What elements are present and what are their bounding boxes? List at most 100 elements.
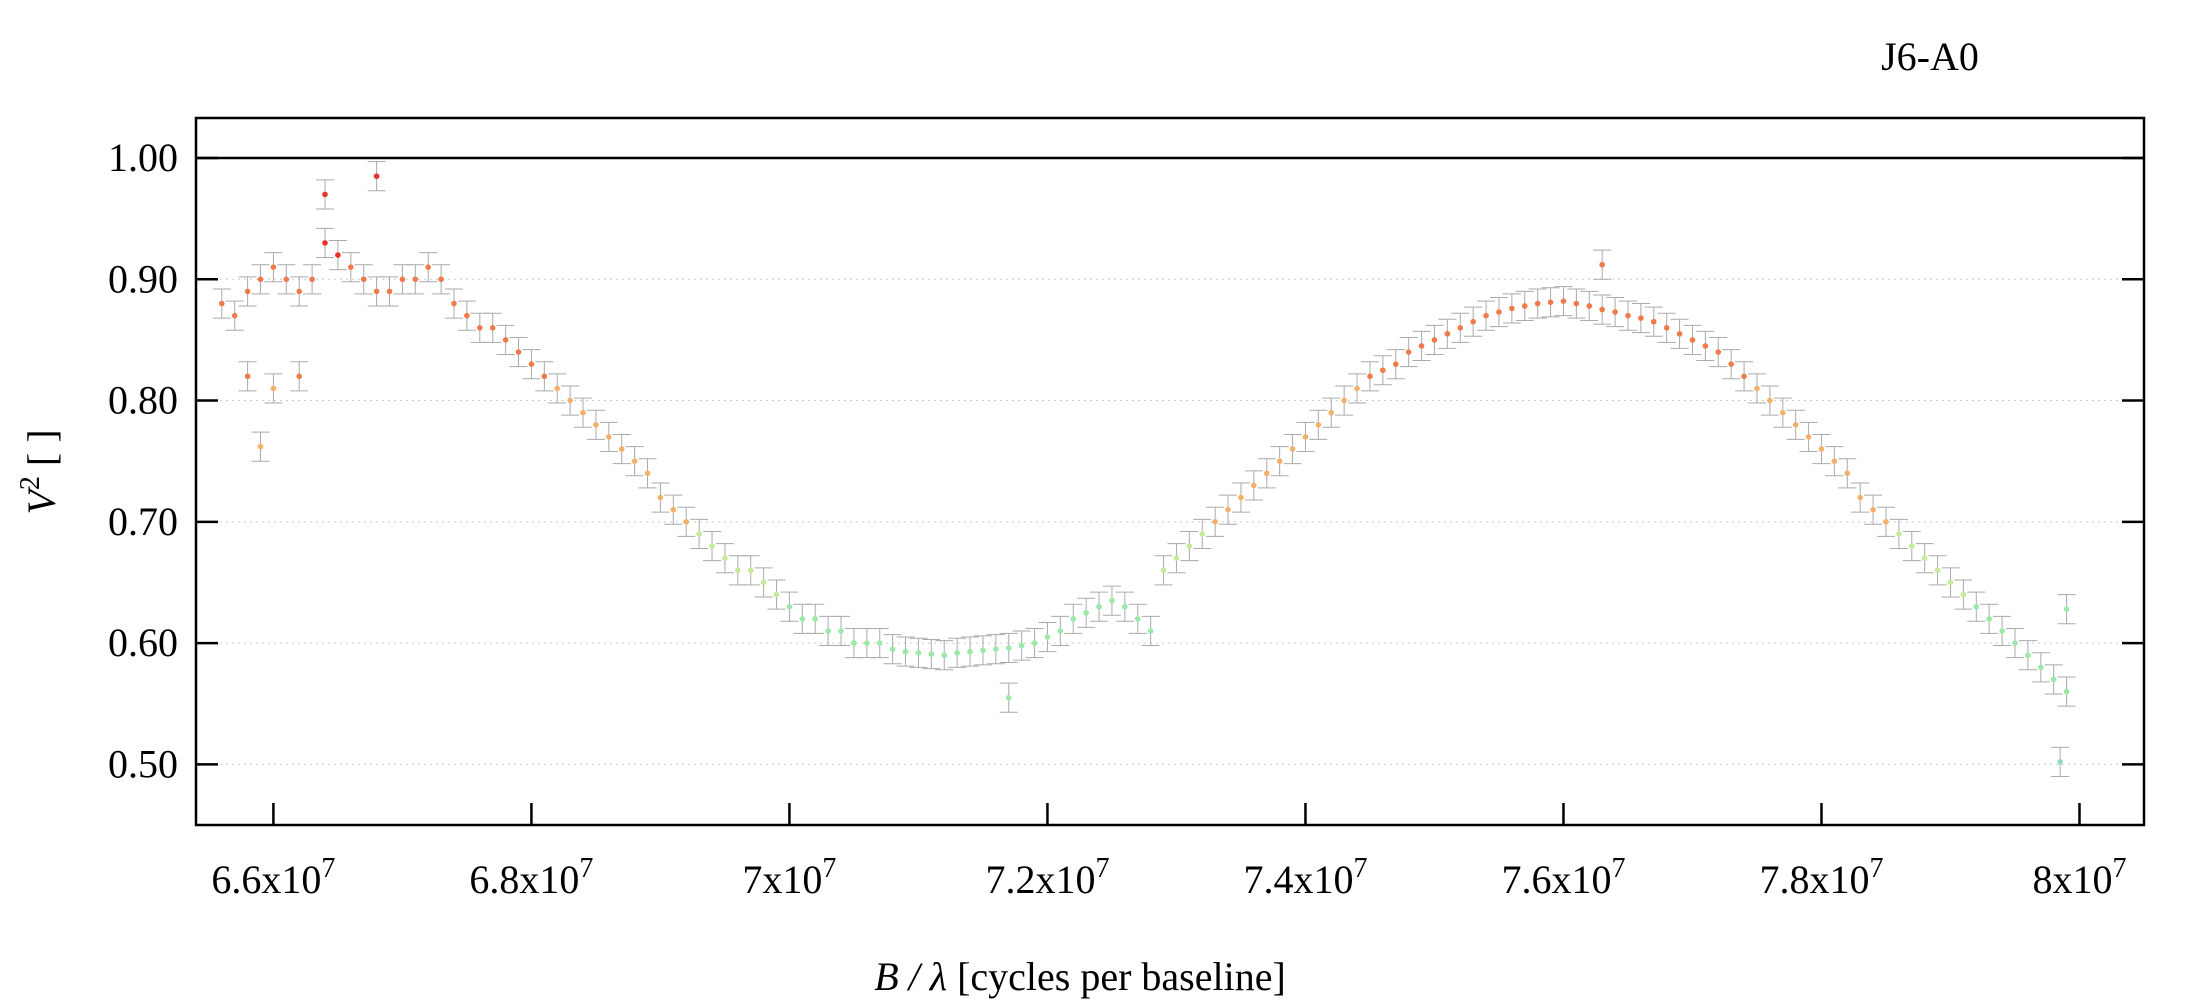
y-tick-label: 0.60 xyxy=(108,620,178,665)
data-sample xyxy=(2044,664,2063,695)
data-point xyxy=(399,276,406,283)
data-point xyxy=(851,640,857,646)
data-sample xyxy=(1915,543,1934,574)
data-sample xyxy=(1618,300,1637,331)
data-sample xyxy=(1322,397,1341,428)
data-point xyxy=(1521,303,1528,309)
data-sample xyxy=(1244,470,1263,501)
data-point xyxy=(799,616,806,622)
data-sample xyxy=(264,252,283,283)
data-point xyxy=(335,252,341,258)
data-sample xyxy=(1683,324,1702,355)
data-point xyxy=(1160,567,1167,574)
data-point xyxy=(1444,331,1451,337)
data-point xyxy=(1315,422,1322,428)
data-sample xyxy=(1954,579,1973,610)
data-point xyxy=(1534,300,1541,307)
data-point xyxy=(1380,367,1386,374)
data-point xyxy=(360,276,367,283)
data-sample xyxy=(1786,409,1805,440)
data-sample xyxy=(961,636,980,667)
data-point xyxy=(980,647,986,654)
data-sample xyxy=(303,264,322,295)
data-sample xyxy=(483,312,502,343)
data-point xyxy=(1663,324,1670,331)
data-sample xyxy=(1309,409,1328,440)
data-sample xyxy=(1851,482,1870,513)
data-point xyxy=(1947,579,1954,586)
data-outlier xyxy=(238,361,257,392)
data-sample xyxy=(2057,676,2076,707)
data-point xyxy=(1302,434,1309,440)
data-sample xyxy=(625,446,644,477)
data-point xyxy=(2012,640,2018,646)
data-outlier xyxy=(2057,594,2076,625)
data-sample xyxy=(999,632,1018,663)
x-axis-title: B / λ [cycles per baseline] xyxy=(874,954,1286,999)
data-sample xyxy=(1090,591,1109,622)
data-point xyxy=(631,458,638,464)
data-point xyxy=(1999,628,2005,634)
x-tick-label: 6.6x107 xyxy=(211,853,335,902)
data-sample xyxy=(1128,603,1147,634)
data-point xyxy=(1676,331,1683,337)
data-point xyxy=(1908,543,1915,549)
data-sample xyxy=(1038,621,1057,653)
data-point xyxy=(464,312,470,319)
x-tick-label: 8x107 xyxy=(2032,853,2126,902)
data-sample xyxy=(212,288,231,319)
data-point xyxy=(876,640,883,646)
data-sample xyxy=(857,628,876,659)
data-sample xyxy=(1193,518,1212,550)
x-tick-label: 7.4x107 xyxy=(1243,853,1367,902)
data-sample xyxy=(1141,615,1160,647)
data-point xyxy=(296,373,303,380)
data-point xyxy=(1870,506,1876,513)
data-sample xyxy=(1296,421,1315,452)
data-sample xyxy=(1902,531,1921,562)
data-sample xyxy=(341,252,360,283)
data-point xyxy=(322,191,328,198)
data-point xyxy=(1573,300,1580,307)
data-sample xyxy=(1012,630,1031,661)
data-sample xyxy=(599,421,618,452)
data-outlier xyxy=(264,373,283,404)
data-outlier xyxy=(316,179,335,210)
data-sample xyxy=(1412,330,1431,362)
data-sample xyxy=(457,300,476,331)
data-point xyxy=(1134,616,1141,622)
data-point xyxy=(438,276,444,283)
y-tick-label: 0.50 xyxy=(108,741,178,786)
data-sample xyxy=(1219,494,1238,525)
data-point xyxy=(1005,694,1012,701)
data-point xyxy=(1341,397,1347,404)
data-point xyxy=(541,373,548,380)
data-sample xyxy=(1477,300,1496,331)
data-sample xyxy=(367,276,386,307)
data-point xyxy=(1225,506,1231,513)
data-sample xyxy=(1425,324,1444,355)
data-sample xyxy=(1606,296,1625,328)
data-sample xyxy=(419,252,438,283)
data-sample xyxy=(445,288,464,319)
data-sample xyxy=(1360,361,1379,392)
plot-frame xyxy=(194,116,2146,827)
y-tick-label: 0.90 xyxy=(108,256,178,301)
data-point xyxy=(1560,298,1567,304)
data-sample xyxy=(1657,312,1676,343)
data-point xyxy=(1689,337,1696,343)
data-sample xyxy=(1889,518,1908,550)
data-point xyxy=(618,446,625,452)
data-point xyxy=(1844,470,1851,477)
data-sample xyxy=(728,555,747,586)
data-point xyxy=(593,422,599,428)
data-point xyxy=(489,324,496,331)
data-point xyxy=(747,567,754,574)
data-point xyxy=(451,300,457,307)
data-sample xyxy=(380,276,399,307)
data-sample xyxy=(1180,531,1199,562)
y-tick-label: 1.00 xyxy=(108,135,178,180)
data-point xyxy=(1509,305,1515,312)
data-point xyxy=(967,648,973,655)
